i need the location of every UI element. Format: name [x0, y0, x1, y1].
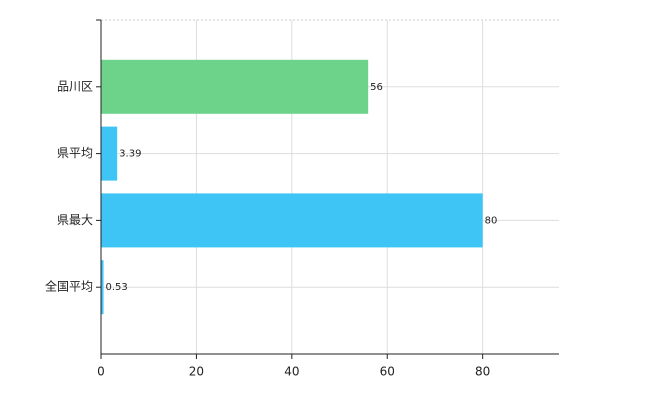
x-tick-label: 40	[284, 365, 299, 379]
x-tick-label: 60	[380, 365, 395, 379]
y-tick-label: 県平均	[57, 146, 93, 160]
bar	[101, 126, 118, 181]
y-tick-label: 品川区	[57, 79, 93, 93]
bar	[101, 260, 104, 315]
value-label: 56	[370, 82, 383, 93]
value-label: 80	[485, 215, 498, 226]
bar	[101, 59, 369, 114]
x-tick-label: 0	[97, 365, 105, 379]
bar	[101, 193, 483, 248]
value-label: 0.53	[106, 282, 128, 293]
value-label: 3.39	[119, 149, 141, 160]
y-tick-label: 県最大	[57, 213, 93, 227]
x-tick-label: 20	[189, 365, 204, 379]
x-tick-label: 80	[475, 365, 490, 379]
y-tick-label: 全国平均	[45, 279, 93, 294]
